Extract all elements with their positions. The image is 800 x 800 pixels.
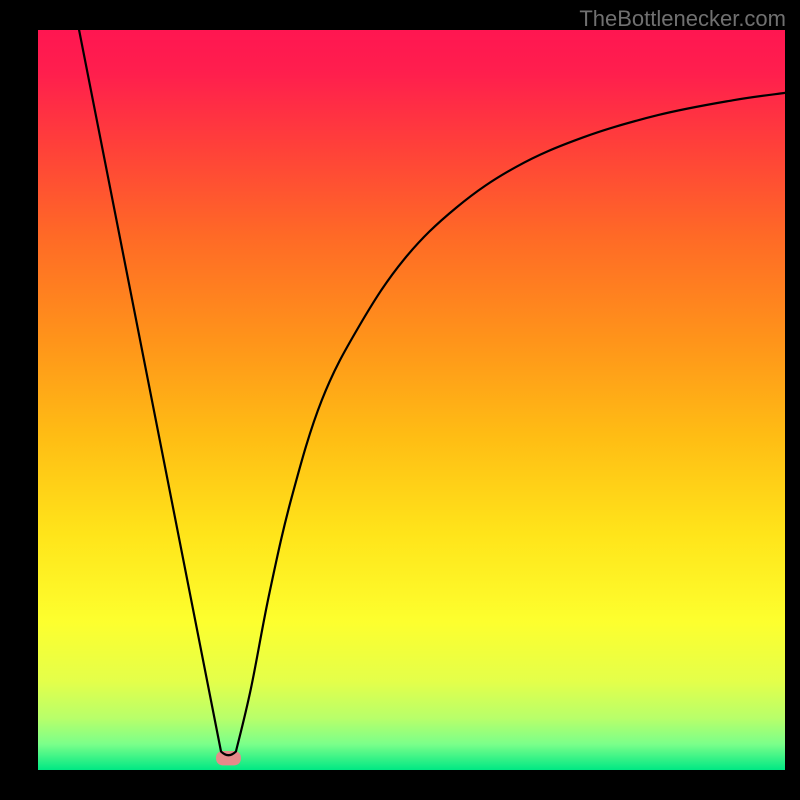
chart-svg	[0, 0, 800, 800]
minimum-marker	[217, 752, 241, 765]
chart-container: TheBottlenecker.com	[0, 0, 800, 800]
watermark-text: TheBottlenecker.com	[579, 6, 786, 32]
plot-background	[38, 30, 785, 770]
